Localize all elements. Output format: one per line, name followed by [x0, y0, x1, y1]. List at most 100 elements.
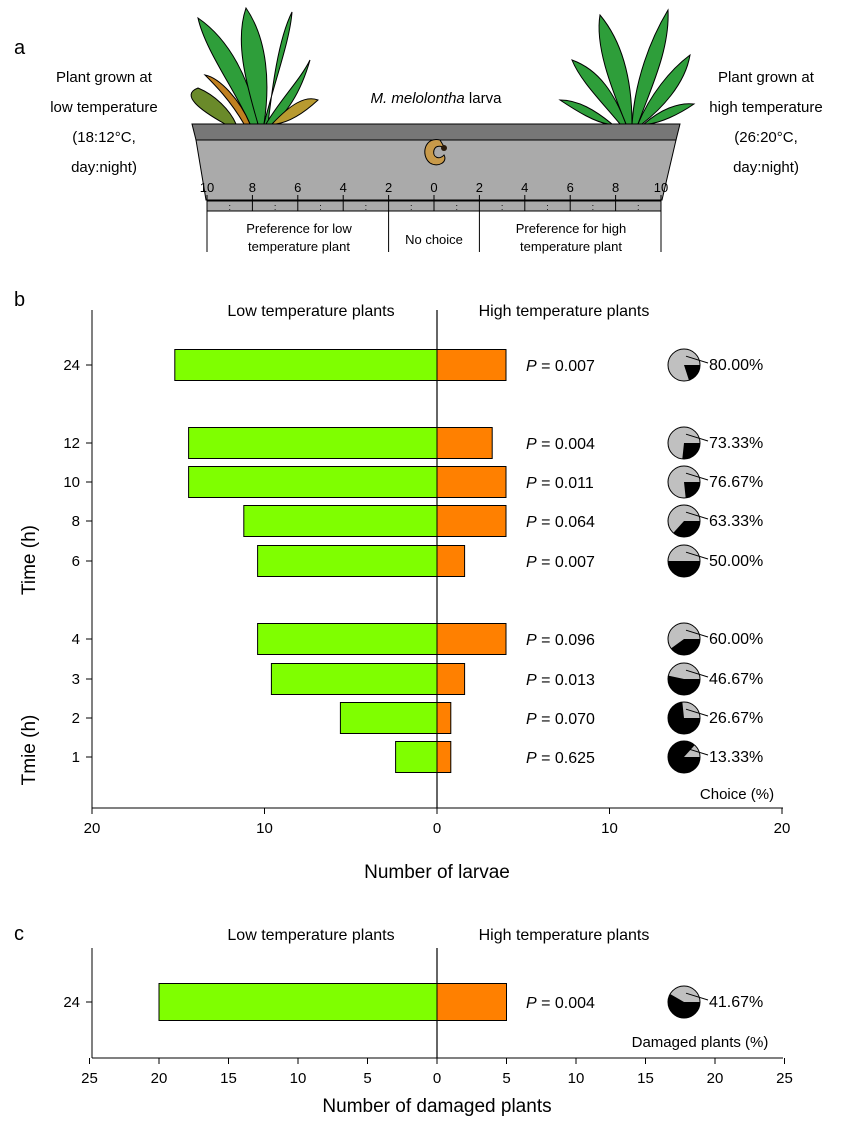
left-plant-icon	[190, 6, 319, 125]
panel-c-left-header: Low temperature plants	[227, 927, 394, 944]
y-tick-label: 24	[63, 994, 80, 1011]
bar-low-temperature	[188, 466, 438, 498]
x-tick-label: 20	[151, 1070, 168, 1087]
scale-minor-mark: :	[410, 202, 413, 212]
x-tick-label: 25	[81, 1070, 98, 1087]
panel-b-ylabel: Time (h)	[19, 525, 40, 595]
left-condition-line-3: (18:12°C,	[72, 129, 136, 146]
bar-high-temperature	[436, 663, 466, 695]
scale-minor-mark: :	[228, 202, 231, 212]
larva-icon	[424, 139, 447, 166]
bar-low-temperature	[257, 623, 438, 655]
pie-leader-line	[685, 472, 709, 481]
scale-minor-mark: :	[501, 202, 504, 212]
choice-pie-slice	[668, 675, 700, 695]
panel-c-ylabel: Tmie (h)	[19, 715, 40, 786]
choice-pie-slice	[668, 702, 700, 734]
choice-pie-slice	[673, 521, 700, 537]
choice-pie-slice	[684, 365, 700, 381]
x-tick-label: 15	[220, 1070, 237, 1087]
scale-label: 2	[476, 180, 483, 195]
p-value: P = 0.064	[526, 514, 595, 531]
scale-minor-mark: :	[637, 202, 640, 212]
panel-c-plot: 25 20 15 10 5 0 5 10 15 20 25 24 P = 0.004 41.67%	[63, 948, 793, 1087]
x-tick-label: 10	[290, 1070, 307, 1087]
choice-percent: 26.67%	[709, 710, 763, 727]
x-tick-label: 0	[433, 1070, 441, 1087]
choice-pie-slice	[668, 741, 700, 774]
no-choice-label: No choice	[405, 232, 463, 247]
scale-minor-mark: :	[546, 202, 549, 212]
x-tick-label: 10	[256, 820, 273, 837]
scale-label: 4	[340, 180, 347, 195]
right-condition-line-1: Plant grown at	[718, 69, 815, 86]
pref-high-line-1: Preference for high	[516, 221, 627, 236]
pie-leader-line	[685, 708, 709, 717]
x-tick-label: 10	[568, 1070, 585, 1087]
bar-low-temperature	[188, 427, 438, 459]
choice-percent: 73.33%	[709, 435, 763, 452]
bar-high-temperature	[436, 349, 507, 381]
pref-high-line-2: temperature plant	[520, 239, 622, 254]
choice-percent: 63.33%	[709, 513, 763, 530]
pref-low-line-2: temperature plant	[248, 239, 350, 254]
scale-label: 0	[430, 180, 437, 195]
bar-low-temperature	[339, 702, 438, 734]
panel-a: a Plant grown at low temperature (18:12°…	[14, 6, 823, 254]
y-tick-label: 6	[72, 553, 80, 570]
choice-pie-slice	[682, 443, 700, 459]
choice-percent: 60.00%	[709, 631, 763, 648]
choice-pie-slice	[684, 482, 700, 498]
choice-percent: 46.67%	[709, 671, 763, 688]
left-condition-line-4: day:night)	[71, 159, 137, 176]
p-value: P = 0.096	[526, 632, 595, 649]
panel-b: b Low temperature plants High temperatur…	[14, 289, 790, 883]
p-value: P = 0.004	[526, 995, 595, 1012]
y-tick-label: 24	[63, 357, 80, 374]
panel-b-label: b	[14, 289, 25, 311]
p-value: P = 0.070	[526, 711, 595, 728]
p-value: P = 0.011	[526, 475, 594, 492]
bar-low-temperature	[270, 663, 438, 695]
bar-high-temperature	[436, 466, 507, 498]
choice-pie-slice	[671, 639, 700, 655]
panel-b-left-header: Low temperature plants	[227, 303, 394, 320]
bar-high-temperature	[436, 545, 466, 577]
scale-minor-mark: :	[592, 202, 595, 212]
pie-leader-line	[685, 551, 709, 560]
x-tick-label: 15	[637, 1070, 654, 1087]
larva-caption: M. melolontha larva	[371, 90, 503, 107]
x-tick-label: 5	[363, 1070, 371, 1087]
pie-leader-line	[685, 511, 709, 520]
scale-minor-mark: :	[274, 202, 277, 212]
right-condition-line-4: day:night)	[733, 159, 799, 176]
bar-low-temperature	[257, 545, 438, 577]
pie-leader-line	[685, 433, 709, 442]
panel-c-right-header: High temperature plants	[479, 927, 650, 944]
panel-b-right-header: High temperature plants	[479, 303, 650, 320]
bar-high-temperature	[436, 741, 452, 773]
panel-c: c Low temperature plants High temperatur…	[14, 715, 793, 1117]
panel-b-xlabel: Number of larvae	[364, 862, 510, 883]
choice-percent: 13.33%	[709, 749, 763, 766]
bar-high-temperature	[436, 623, 507, 655]
y-tick-label: 4	[72, 631, 80, 648]
larva-species: M. melolontha	[371, 90, 465, 107]
scale-label: 6	[294, 180, 301, 195]
x-tick-label: 20	[84, 820, 101, 837]
pie-leader-line	[685, 355, 709, 364]
panel-a-label: a	[14, 37, 26, 59]
p-value: P = 0.007	[526, 554, 595, 571]
pie-leader-line	[685, 669, 709, 678]
x-tick-label: 0	[433, 820, 441, 837]
bar-high-temperature	[436, 983, 507, 1021]
scale-label: 4	[521, 180, 528, 195]
tray-rim	[191, 123, 681, 141]
scale-label: 8	[612, 180, 619, 195]
p-value: P = 0.625	[526, 750, 595, 767]
x-tick-label: 20	[774, 820, 791, 837]
left-condition-line-2: low temperature	[50, 99, 158, 116]
p-value: P = 0.007	[526, 358, 595, 375]
pie-leader-line	[685, 629, 709, 638]
